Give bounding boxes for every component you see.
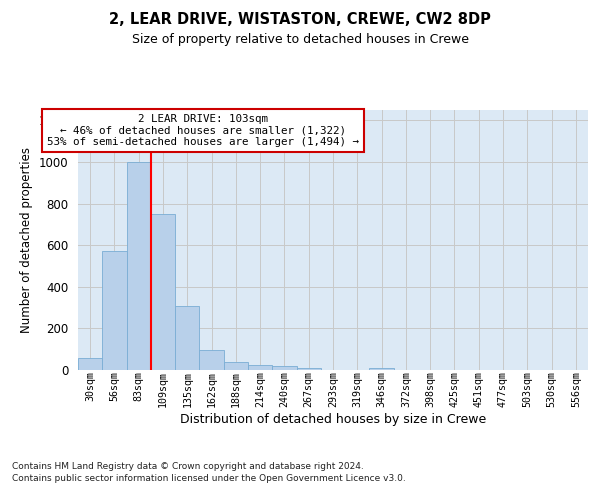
Bar: [224, 362, 248, 370]
Bar: [272, 366, 296, 370]
X-axis label: Distribution of detached houses by size in Crewe: Distribution of detached houses by size …: [180, 413, 486, 426]
Bar: [78, 358, 102, 370]
Bar: [296, 368, 321, 370]
Text: 2 LEAR DRIVE: 103sqm
← 46% of detached houses are smaller (1,322)
53% of semi-de: 2 LEAR DRIVE: 103sqm ← 46% of detached h…: [47, 114, 359, 147]
Bar: [151, 214, 175, 370]
Bar: [127, 162, 151, 370]
Text: Contains public sector information licensed under the Open Government Licence v3: Contains public sector information licen…: [12, 474, 406, 483]
Text: 2, LEAR DRIVE, WISTASTON, CREWE, CW2 8DP: 2, LEAR DRIVE, WISTASTON, CREWE, CW2 8DP: [109, 12, 491, 28]
Bar: [102, 252, 127, 370]
Text: Contains HM Land Registry data © Crown copyright and database right 2024.: Contains HM Land Registry data © Crown c…: [12, 462, 364, 471]
Bar: [370, 368, 394, 370]
Bar: [199, 350, 224, 370]
Bar: [248, 366, 272, 370]
Y-axis label: Number of detached properties: Number of detached properties: [20, 147, 33, 333]
Text: Size of property relative to detached houses in Crewe: Size of property relative to detached ho…: [131, 32, 469, 46]
Bar: [175, 306, 199, 370]
